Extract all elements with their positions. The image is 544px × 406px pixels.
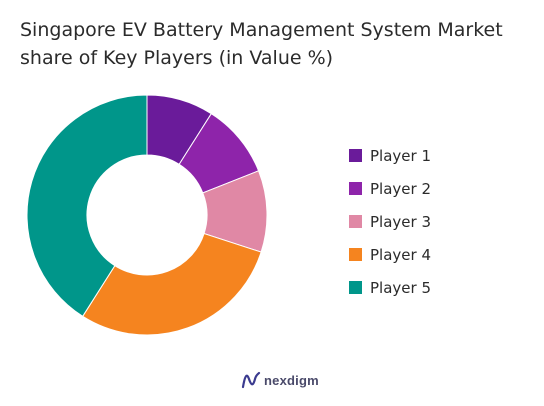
legend-item-player-3: Player 3 <box>349 205 431 238</box>
legend-item-player-1: Player 1 <box>349 139 431 172</box>
slice-player-4 <box>82 232 262 336</box>
legend-label: Player 3 <box>370 212 431 231</box>
legend-swatch <box>349 215 362 228</box>
brand-name: nexdigm <box>264 372 319 388</box>
legend-item-player-5: Player 5 <box>349 271 431 304</box>
chart-title: Singapore EV Battery Management System M… <box>20 19 503 69</box>
legend-swatch <box>349 248 362 261</box>
legend-swatch <box>349 182 362 195</box>
legend-label: Player 1 <box>370 146 431 165</box>
legend-swatch <box>349 149 362 162</box>
legend: Player 1 Player 2 Player 3 Player 4 Player 5 <box>349 139 431 304</box>
donut-slices <box>26 94 268 336</box>
legend-label: Player 4 <box>370 245 431 264</box>
legend-swatch <box>349 281 362 294</box>
slice-player-5 <box>26 94 148 318</box>
legend-label: Player 2 <box>370 179 431 198</box>
nexdigm-logo-icon <box>241 371 261 389</box>
legend-label: Player 5 <box>370 278 431 297</box>
legend-item-player-4: Player 4 <box>349 238 431 271</box>
brand-logo: nexdigm <box>241 371 319 389</box>
legend-item-player-2: Player 2 <box>349 172 431 205</box>
